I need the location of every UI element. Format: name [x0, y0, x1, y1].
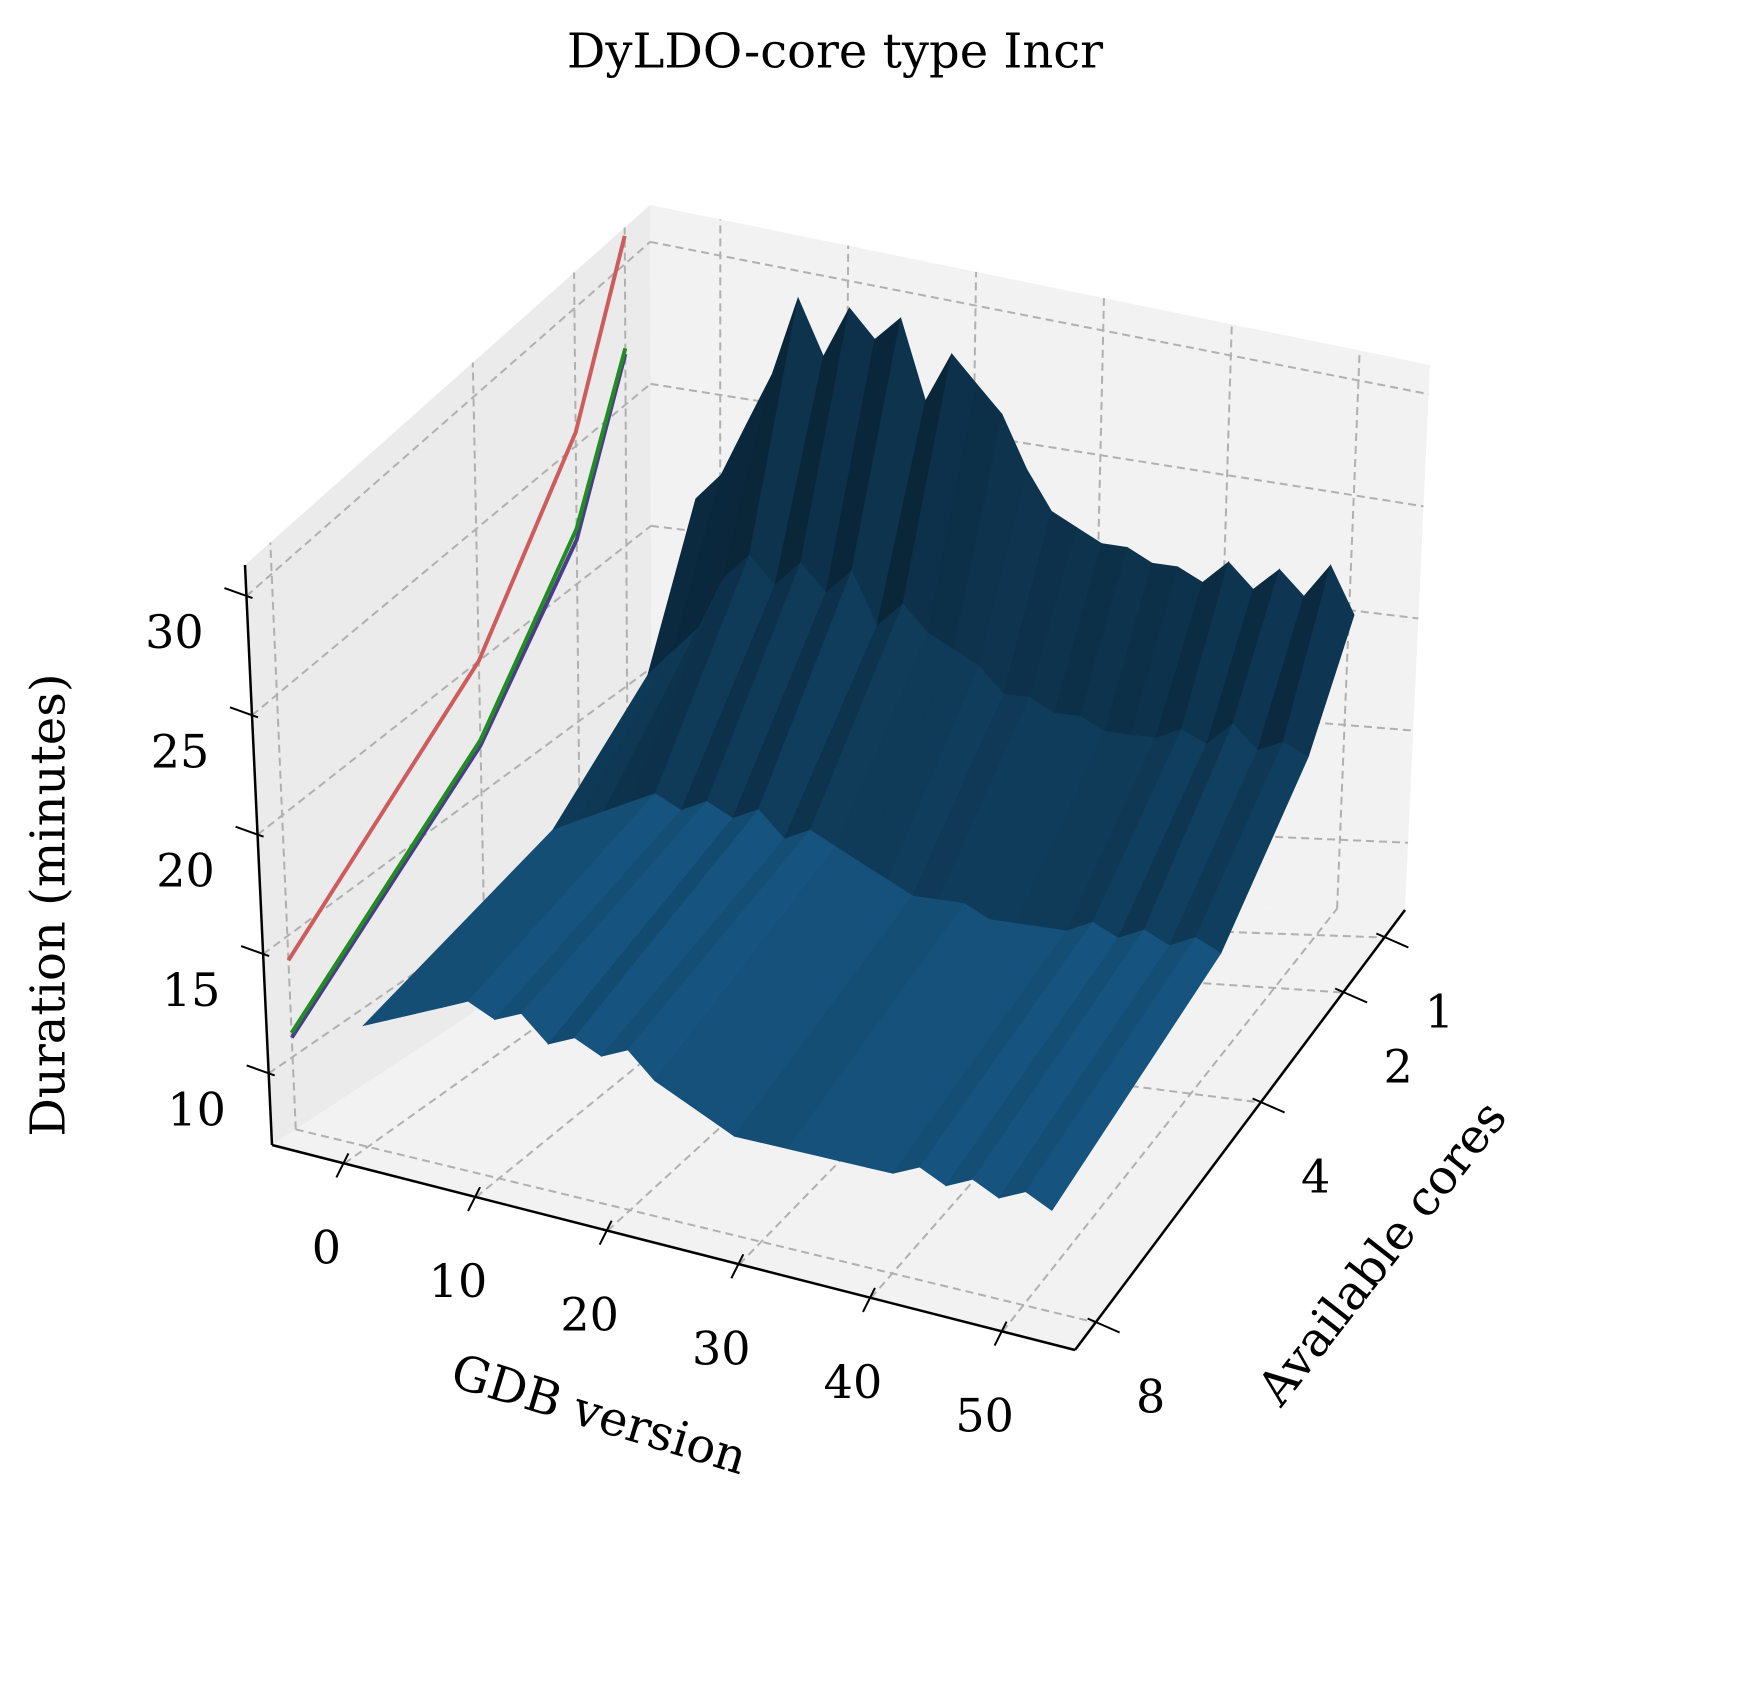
x-tick — [993, 1321, 1008, 1346]
grid-line — [1001, 908, 1338, 1333]
axis-line — [1074, 909, 1406, 1351]
grid-line — [256, 525, 652, 836]
y-tick-label: 4 — [1301, 1150, 1330, 1204]
z-tick — [224, 587, 253, 599]
x-tick-label: 50 — [955, 1389, 1014, 1443]
z-tick-label: 30 — [145, 605, 204, 659]
y-tick-label: 1 — [1425, 985, 1454, 1039]
grid-line — [623, 227, 630, 911]
x-tick-label: 20 — [560, 1288, 619, 1342]
z-tick-label: 15 — [162, 963, 221, 1017]
x-tick-label: 10 — [429, 1254, 488, 1308]
x-tick — [598, 1220, 613, 1246]
z-tick — [240, 945, 270, 957]
surface-facet — [1025, 936, 1222, 1211]
y-tick-label: 8 — [1136, 1370, 1165, 1424]
z-axis-label: Duration (minutes) — [21, 673, 77, 1136]
x-tick-label: 40 — [824, 1355, 883, 1409]
grid-line — [649, 240, 1429, 396]
x-tick — [730, 1253, 745, 1279]
z-tick-label: 10 — [167, 1082, 226, 1136]
grid-line — [471, 362, 487, 1005]
chart-title: DyLDO-core type Incr — [567, 24, 1103, 80]
grid-line — [295, 1128, 1096, 1324]
axis-line — [243, 564, 274, 1146]
grid-line — [245, 241, 651, 597]
y-tick — [1252, 1097, 1286, 1114]
z-tick — [229, 706, 259, 719]
x-tick-label: 30 — [692, 1321, 751, 1375]
wall-line — [286, 235, 627, 962]
y-tick — [1087, 1317, 1121, 1334]
wall-line — [290, 353, 628, 1039]
x-tick — [862, 1287, 876, 1313]
y-tick — [1334, 987, 1368, 1004]
z-tick-label: 20 — [156, 844, 215, 898]
grid-line — [251, 383, 652, 717]
z-tick — [246, 1064, 276, 1077]
grid-line — [262, 667, 652, 955]
axis-line — [271, 1143, 1076, 1352]
x-tick — [335, 1153, 350, 1178]
wall-line — [289, 347, 628, 1034]
x-tick-label: 0 — [312, 1220, 341, 1274]
y-tick — [1375, 932, 1409, 949]
y-axis-label: Available cores — [1246, 1090, 1518, 1416]
z-tick — [235, 825, 264, 838]
y-tick-label: 2 — [1383, 1040, 1412, 1094]
x-tick — [467, 1186, 481, 1212]
z-tick-label: 25 — [151, 724, 210, 778]
